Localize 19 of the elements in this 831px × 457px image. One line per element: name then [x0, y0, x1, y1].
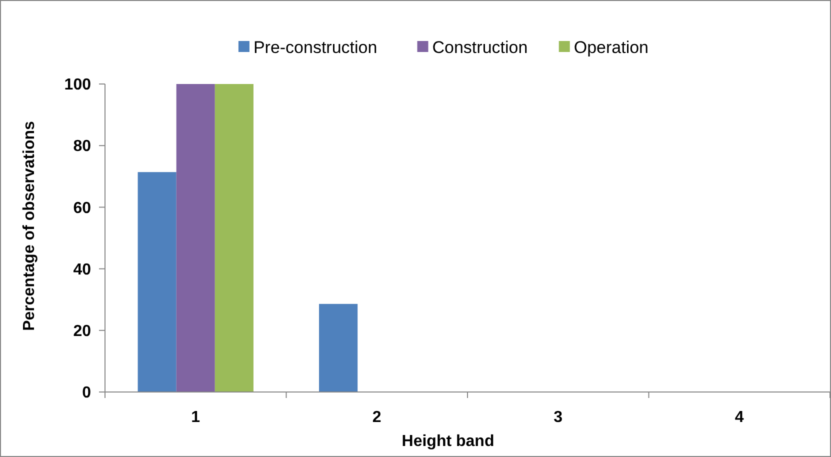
y-tick-label: 100: [64, 76, 92, 94]
x-tick-label: 1: [191, 409, 200, 426]
legend-label: Construction: [432, 38, 528, 57]
bar: [138, 172, 176, 392]
y-tick-label: 0: [82, 384, 92, 402]
bar: [319, 304, 358, 392]
bar: [214, 84, 254, 392]
y-tick-label: 60: [73, 200, 92, 217]
y-tick-label: 40: [73, 261, 92, 278]
y-tick-label: 80: [73, 138, 92, 156]
x-tick-label: 2: [372, 409, 382, 426]
y-tick-label: 20: [73, 323, 92, 340]
legend-label: Pre-construction: [253, 38, 378, 57]
x-tick-label: 3: [554, 409, 563, 426]
bar: [176, 84, 215, 392]
x-axis-title: Height band: [402, 433, 494, 450]
x-tick-label: 4: [734, 409, 744, 426]
y-axis-title: Percentage of observations: [21, 120, 38, 331]
legend-label: Operation: [574, 38, 649, 57]
